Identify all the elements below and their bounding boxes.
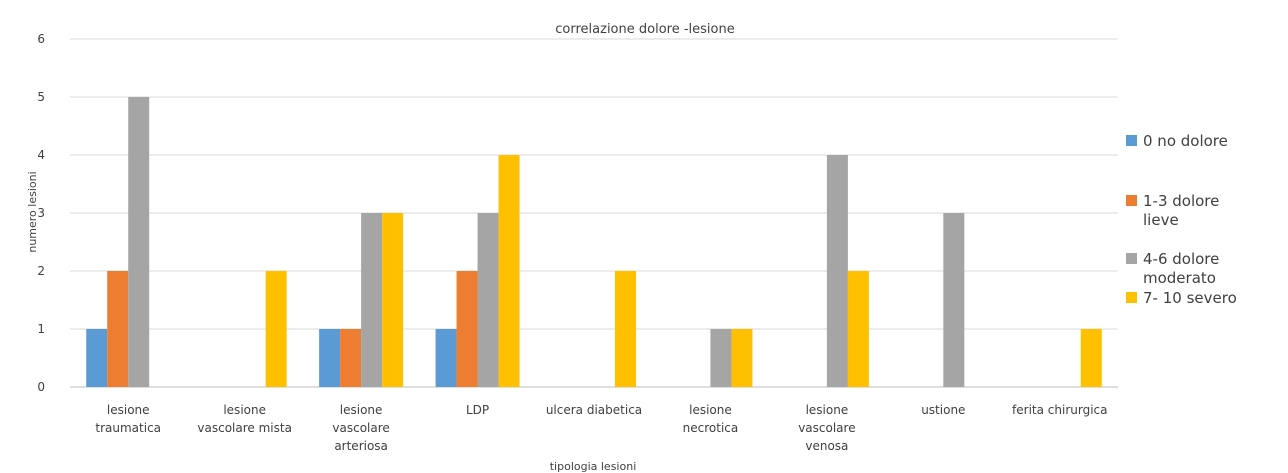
- x-tick-label: lesione traumatica: [95, 403, 161, 435]
- y-tick-label: 4: [37, 148, 45, 162]
- bar: [107, 271, 129, 387]
- bar: [340, 329, 362, 387]
- x-tick-label: lesione necrotica: [683, 403, 739, 435]
- y-tick-label: 6: [37, 32, 45, 46]
- legend-label: 1-3 dolore lieve: [1143, 192, 1219, 229]
- bar: [731, 329, 753, 387]
- chart-title: correlazione dolore -lesione: [555, 22, 734, 37]
- y-tick-label: 2: [37, 264, 45, 278]
- x-tick-label: ulcera diabetica: [546, 403, 642, 417]
- bar: [943, 213, 965, 387]
- y-tick-label: 0: [37, 380, 45, 394]
- bar: [1080, 329, 1102, 387]
- bar: [826, 155, 848, 387]
- x-tick-label: ustione: [921, 403, 965, 417]
- bar: [615, 271, 636, 387]
- bar: [361, 213, 383, 387]
- bar: [86, 329, 108, 387]
- x-tick-label: ferita chirurgica: [1012, 403, 1107, 417]
- bar: [435, 329, 457, 387]
- x-tick-label: LDP: [466, 403, 489, 417]
- bar: [710, 329, 732, 387]
- bar: [319, 329, 341, 387]
- x-tick-label: lesione vascolare arteriosa: [332, 403, 389, 453]
- bar: [128, 97, 150, 387]
- legend-swatch: [1126, 292, 1137, 303]
- y-axis-label: numero lesioni: [26, 171, 39, 252]
- bar: [382, 213, 404, 387]
- bar: [265, 271, 287, 387]
- bar: [477, 213, 499, 387]
- gridlines: [70, 38, 1118, 388]
- x-tick-label: lesione vascolare venosa: [798, 403, 855, 453]
- y-tick-label: 1: [37, 322, 45, 336]
- legend: 0 no dolore 1-3 dolore lieve 4-6 dolore mode…: [1126, 132, 1237, 307]
- bar: [498, 155, 520, 387]
- legend-label: 0 no dolore: [1143, 132, 1228, 150]
- bar: [847, 271, 869, 387]
- x-tick-labels: lesione traumatica lesione vascolare mista l…: [95, 403, 1107, 453]
- bars: [86, 97, 1102, 387]
- legend-swatch: [1126, 253, 1137, 264]
- bar: [456, 271, 478, 387]
- x-tick-label: lesione vascolare mista: [197, 403, 292, 435]
- legend-label: 7- 10 severo: [1143, 289, 1237, 307]
- y-tick-labels: 0 1 2 3 4 5 6: [37, 32, 45, 394]
- legend-swatch: [1126, 135, 1137, 146]
- y-tick-label: 3: [37, 206, 45, 220]
- legend-swatch: [1126, 195, 1137, 206]
- y-tick-label: 5: [37, 90, 45, 104]
- x-axis-label: tipologia lesioni: [550, 460, 637, 473]
- legend-label: 4-6 dolore moderato: [1143, 250, 1219, 287]
